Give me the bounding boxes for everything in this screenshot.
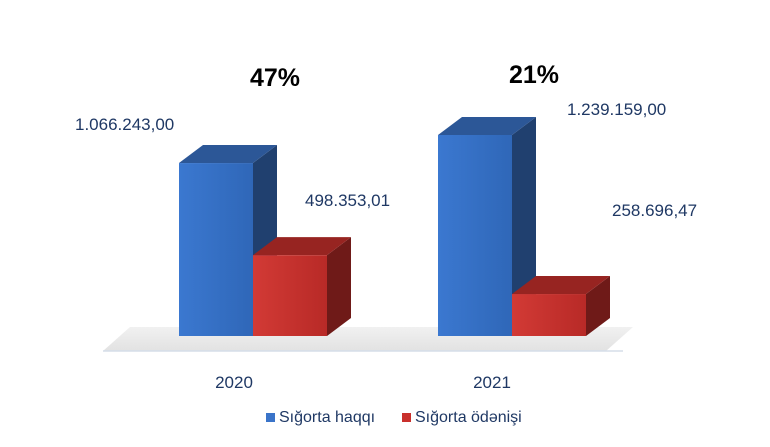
bar-side-face (586, 276, 610, 336)
data-label: 1.239.159,00 (567, 100, 666, 119)
data-label: 258.696,47 (612, 201, 697, 220)
bar-front-face (438, 135, 512, 336)
x-tick-label: 2020 (215, 373, 253, 392)
bar-top-face (179, 145, 277, 164)
bar-top-face (512, 276, 610, 295)
x-tick-label: 2021 (473, 373, 511, 392)
legend-entry: Sığorta ödənişi (415, 409, 522, 426)
bar-top-face (438, 117, 536, 135)
legend-swatch (402, 413, 411, 422)
bar-front-face (512, 294, 586, 336)
legend-entry: Sığorta haqqı (279, 409, 375, 426)
bar-front-face (253, 255, 327, 336)
percent-annotation: 21% (509, 61, 559, 89)
percent-annotation: 47% (250, 64, 300, 92)
bar-2021-sigorta-odenisi (512, 276, 610, 336)
data-label: 498.353,01 (305, 191, 390, 210)
bar-front-face (179, 163, 253, 336)
bar-2020-sigorta-odenisi (253, 237, 351, 336)
bar-side-face (327, 237, 351, 336)
legend-swatch (266, 413, 275, 422)
bar-top-face (253, 237, 351, 256)
data-label: 1.066.243,00 (75, 115, 174, 134)
